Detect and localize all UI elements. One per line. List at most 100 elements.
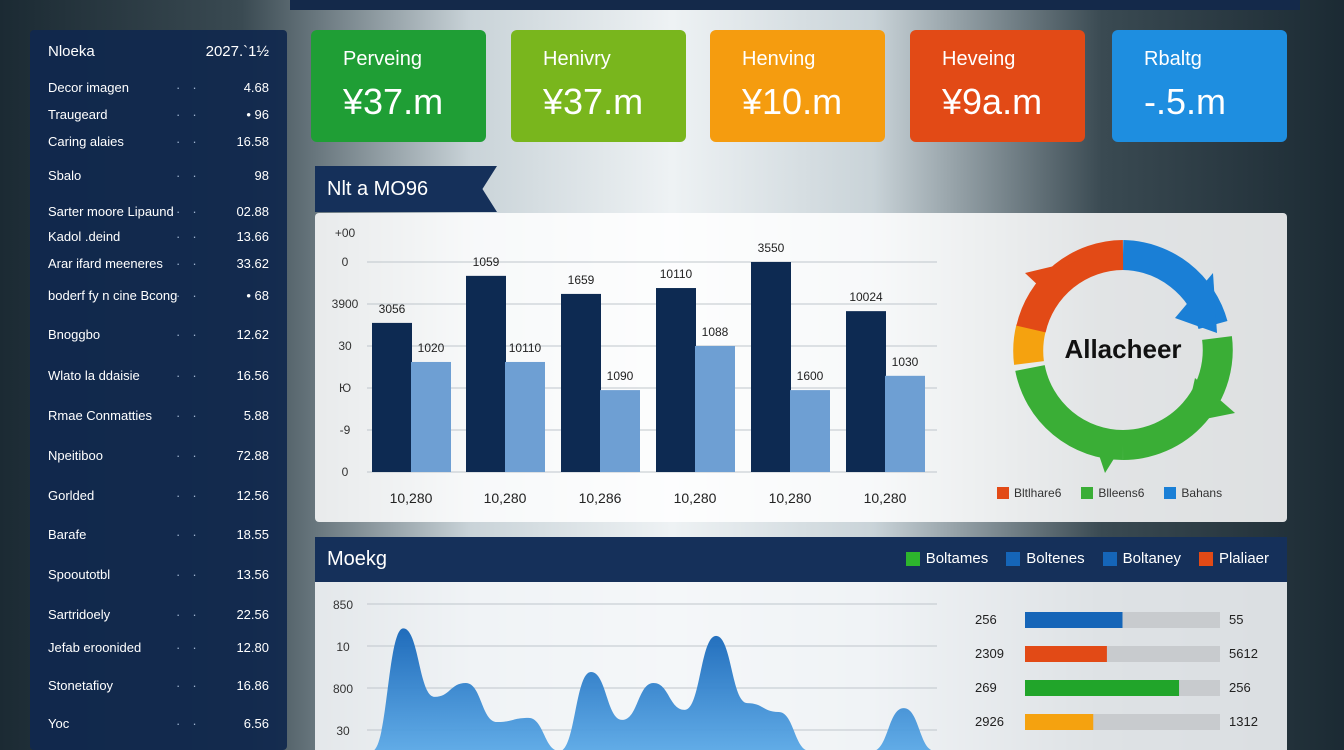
dots-decoration: ··	[176, 256, 209, 271]
legend-label: Boltaney	[1122, 550, 1181, 567]
kpi-title: Perveing	[343, 48, 422, 70]
arrow-icon	[1090, 428, 1130, 473]
dots-decoration: ··	[176, 408, 209, 423]
legend-swatch	[905, 551, 920, 566]
metric-label: Wlato la ddaisie	[48, 368, 140, 383]
dots-decoration: ··	[176, 368, 209, 383]
dots-decoration: ··	[176, 678, 209, 693]
bar[interactable]	[846, 311, 886, 472]
area-series[interactable]	[372, 628, 935, 750]
legend-label: Boltenes	[1026, 550, 1085, 567]
cycle-arc-orange	[1013, 324, 1046, 365]
bar-data-label: 10110	[660, 267, 693, 281]
metric-row: Yoc ·· 6.56	[48, 716, 269, 731]
legend-swatch	[1164, 487, 1177, 499]
legend-item: Bltlhare6	[997, 486, 1061, 500]
metric-row: Sarter moore Lipaund ·· 02.88	[48, 204, 269, 219]
kpi-card[interactable]: Rbaltg -.5.m	[1112, 30, 1287, 142]
bar[interactable]	[695, 346, 735, 472]
y-tick-label: -9	[340, 423, 351, 437]
kpi-card[interactable]: Perveing ¥37.m	[311, 30, 486, 142]
metric-row: Gorlded ·· 12.56	[48, 488, 269, 503]
legend-item: Boltaney	[1102, 550, 1181, 567]
top-bar	[290, 0, 1300, 10]
legend-item: Blleens6	[1081, 486, 1144, 500]
metric-value: 4.68	[243, 80, 269, 95]
legend-label: Plaliaer	[1218, 550, 1269, 567]
area-chart-title: Moekg	[327, 548, 388, 570]
dots-decoration: ··	[176, 229, 209, 244]
y-tick-label: 0	[342, 255, 349, 269]
bar[interactable]	[372, 322, 412, 472]
bar[interactable]	[885, 375, 925, 472]
bar-data-label: 10024	[849, 290, 883, 304]
bar[interactable]	[466, 275, 506, 472]
metric-row: Rmae Conmatties ·· 5.88	[48, 408, 269, 423]
bar[interactable]	[505, 361, 545, 472]
y-tick-label: +00	[335, 226, 356, 240]
kpi-card[interactable]: Heveing ¥9a.m	[910, 30, 1085, 142]
y-tick-label: 800	[333, 682, 353, 696]
metric-row: Bnoggbo ·· 12.62	[48, 327, 269, 342]
legend-label: Boltames	[925, 550, 989, 567]
kpi-value: ¥37.m	[343, 81, 444, 122]
metric-label: Stonetafioy	[48, 678, 114, 693]
kpi-title: Heveing	[942, 48, 1016, 70]
bar[interactable]	[656, 288, 696, 472]
bar-chart-panel: +00 0 3900 30 Ю -9 0 3056 1020 10,280 1059 10110 10,…	[315, 213, 1287, 522]
metric-label: Spooutotbl	[48, 567, 111, 582]
metric-label: Npeitiboo	[48, 448, 103, 463]
metric-label: Bnoggbo	[48, 327, 101, 342]
metric-row: Decor imagen ·· 4.68	[48, 80, 269, 95]
metric-label: Decor imagen	[48, 80, 129, 95]
kpi-value: ¥9a.m	[942, 81, 1043, 122]
dots-decoration: ··	[176, 80, 209, 95]
area-chart-header: Moekg Boltames Boltenes Boltaney Plaliaer	[315, 537, 1287, 582]
x-tick-label: 10,280	[864, 490, 907, 506]
cycle-label: Allacheer	[1064, 334, 1181, 364]
metric-row: Sbalo ·· 98	[48, 168, 269, 183]
dots-decoration: ··	[176, 204, 209, 219]
cycle-diagram: Allacheer	[1013, 240, 1235, 473]
bar[interactable]	[600, 390, 640, 472]
bar[interactable]	[561, 293, 601, 472]
dots-decoration: ··	[176, 288, 209, 303]
bar[interactable]	[790, 390, 830, 472]
row-label: 2309	[975, 646, 1004, 661]
bar[interactable]	[751, 262, 791, 472]
metric-value: 5.88	[243, 408, 269, 423]
bar-data-label: 1088	[702, 325, 729, 339]
arrow-icon	[1025, 261, 1075, 303]
metric-value: 16.86	[236, 678, 269, 693]
legend-swatch	[1081, 487, 1094, 499]
row-value: 55	[1229, 612, 1243, 627]
row-label: 269	[975, 680, 997, 695]
panel-date: 2027.`1½	[205, 43, 269, 60]
metric-row: boderf fy n cine Bcong ·· • 68	[48, 288, 269, 303]
bar-chart-title: Nlt a MO96	[315, 166, 497, 212]
legend-item: Plaliaer	[1198, 550, 1269, 567]
legend-swatch	[1198, 551, 1213, 566]
legend-item: Boltenes	[1006, 550, 1085, 567]
kpi-card[interactable]: Henivry ¥37.m	[511, 30, 686, 142]
metric-label: Kadol .deind	[48, 229, 121, 244]
progress-fill	[1025, 646, 1107, 662]
kpi-title: Rbaltg	[1144, 48, 1202, 70]
row-value: 256	[1229, 680, 1251, 695]
x-tick-label: 10,286	[579, 490, 622, 506]
bar-data-label: 1030	[892, 355, 919, 369]
metric-value: 16.58	[236, 134, 269, 149]
metric-value: 98	[254, 168, 269, 183]
legend-label: Blleens6	[1098, 486, 1145, 500]
area-legend: Boltames Boltenes Boltaney Plaliaer	[905, 550, 1269, 567]
cycle-arc-red	[1016, 240, 1124, 333]
bar[interactable]	[411, 361, 451, 472]
row-label: 2926	[975, 714, 1004, 729]
metric-label: Sartridoely	[48, 607, 111, 622]
metric-label: Rmae Conmatties	[48, 408, 153, 423]
metric-value: 13.66	[236, 229, 269, 244]
dots-decoration: ··	[176, 527, 209, 542]
metric-value: • 96	[246, 107, 269, 122]
metric-row: Caring alaies ·· 16.58	[48, 134, 269, 149]
kpi-card[interactable]: Henving ¥10.m	[710, 30, 885, 142]
